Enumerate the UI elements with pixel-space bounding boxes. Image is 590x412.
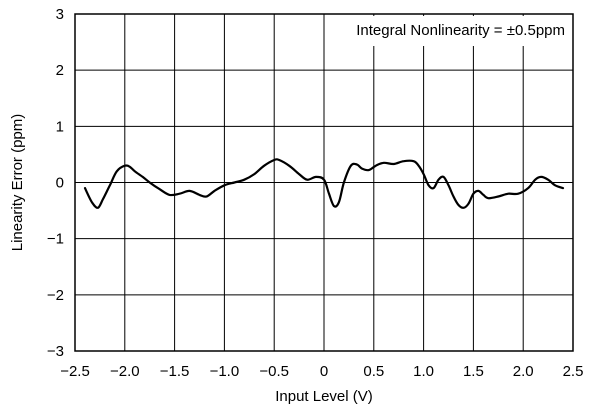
y-tick-label: −1 [47,231,64,248]
x-tick-label: 1.5 [463,363,484,380]
y-tick-label: −3 [47,343,64,360]
y-tick-label: −2 [47,287,64,304]
y-tick-label: 2 [56,62,64,79]
series-line-linearity-error [83,158,565,209]
y-tick-label: 0 [56,175,64,192]
x-tick-label: 0 [320,363,328,380]
y-tick-label: 3 [56,6,64,23]
x-tick-label: 2.0 [513,363,534,380]
annotation-integral-nonlinearity: Integral Nonlinearity = ±0.5ppm [356,22,565,39]
x-tick-label: −1.0 [210,363,240,380]
x-tick-label: 2.5 [563,363,584,380]
x-tick-label: 0.5 [363,363,384,380]
x-tick-label: −0.5 [259,363,289,380]
x-tick-label: −2.0 [110,363,140,380]
x-axis-label: Input Level (V) [275,388,373,405]
x-tick-label: −1.5 [160,363,190,380]
tick-labels: −2.5 −2.0 −1.5 −1.0 −0.5 0 0.5 1.0 1.5 2.0 2.5 −3 −2… [47,6,584,380]
x-tick-label: 1.0 [413,363,434,380]
y-axis-label: Linearity Error (ppm) [9,114,26,252]
annotation-background [349,16,571,46]
x-tick-label: −2.5 [60,363,90,380]
plot-frame [74,13,574,352]
y-tick-label: 1 [56,118,64,135]
grid [75,14,573,351]
